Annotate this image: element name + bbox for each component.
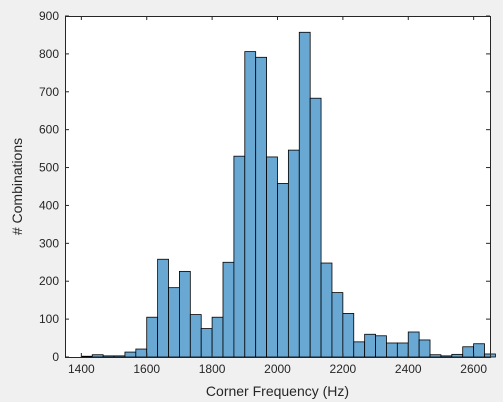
- histogram-bar: [418, 339, 431, 358]
- x-tick-label: 2400: [395, 362, 422, 376]
- x-axis-label: Corner Frequency (Hz): [206, 383, 349, 399]
- histogram-bar: [168, 287, 180, 358]
- histogram-bar: [386, 342, 398, 358]
- histogram-bar: [320, 262, 333, 358]
- histogram-bar: [473, 343, 485, 358]
- y-tick-label: 500: [39, 161, 59, 175]
- x-tick-label: 1800: [199, 362, 226, 376]
- histogram-bar: [146, 316, 159, 358]
- histogram-bar: [200, 328, 213, 358]
- x-tick-label: 1600: [133, 362, 160, 376]
- y-tick-label: 700: [39, 85, 59, 99]
- histogram-bar: [124, 351, 137, 358]
- x-tick-label: 2000: [264, 362, 291, 376]
- x-tick-label: 1400: [68, 362, 95, 376]
- histogram-bar: [266, 156, 278, 358]
- histogram-bar: [287, 149, 300, 358]
- y-tick-label: 900: [39, 9, 59, 23]
- histogram-bar: [80, 355, 93, 358]
- histogram-bar: [91, 354, 104, 358]
- histogram-bar: [462, 346, 475, 358]
- histogram-bar: [157, 258, 169, 358]
- histogram-bar: [189, 314, 202, 358]
- histogram-bar: [342, 313, 355, 358]
- histogram-bar: [396, 342, 409, 358]
- x-tick-label: 2200: [330, 362, 357, 376]
- histogram-bar: [135, 348, 148, 358]
- histogram-bar: [451, 353, 464, 358]
- y-axis-label: # Combinations: [9, 138, 25, 235]
- histogram-bar: [331, 292, 344, 358]
- y-tick-label: 100: [39, 312, 59, 326]
- y-tick-label: 0: [52, 350, 59, 364]
- y-tick-label: 400: [39, 198, 59, 212]
- histogram-bar: [309, 97, 322, 358]
- y-tick-label: 800: [39, 47, 59, 61]
- histogram-bar: [429, 354, 442, 358]
- y-axis-ticks: 0 100 200 300 400 500 600 700 800 900: [39, 9, 490, 364]
- histogram-bar: [179, 270, 191, 358]
- histogram-bar: [222, 261, 235, 358]
- histogram-bar: [113, 355, 126, 358]
- histogram-bar: [375, 335, 387, 358]
- y-tick-label: 200: [39, 274, 59, 288]
- histogram-bar: [407, 331, 420, 358]
- histogram-bar: [233, 155, 246, 358]
- histogram-bar: [353, 341, 366, 358]
- x-axis-ticks: 1400 1600 1800 2000 2200 2400 2600: [68, 16, 487, 376]
- histogram-bar: [277, 183, 289, 358]
- histogram-bar: [211, 316, 224, 358]
- histogram-bar: [255, 56, 267, 358]
- histogram-bar: [244, 51, 257, 358]
- histogram-bar: [440, 355, 453, 358]
- histogram-bar: [364, 333, 376, 358]
- y-tick-label: 600: [39, 123, 59, 137]
- histogram-bar: [102, 355, 115, 358]
- histogram-bar: [298, 31, 311, 358]
- x-tick-label: 2600: [460, 362, 487, 376]
- y-tick-label: 300: [39, 236, 59, 250]
